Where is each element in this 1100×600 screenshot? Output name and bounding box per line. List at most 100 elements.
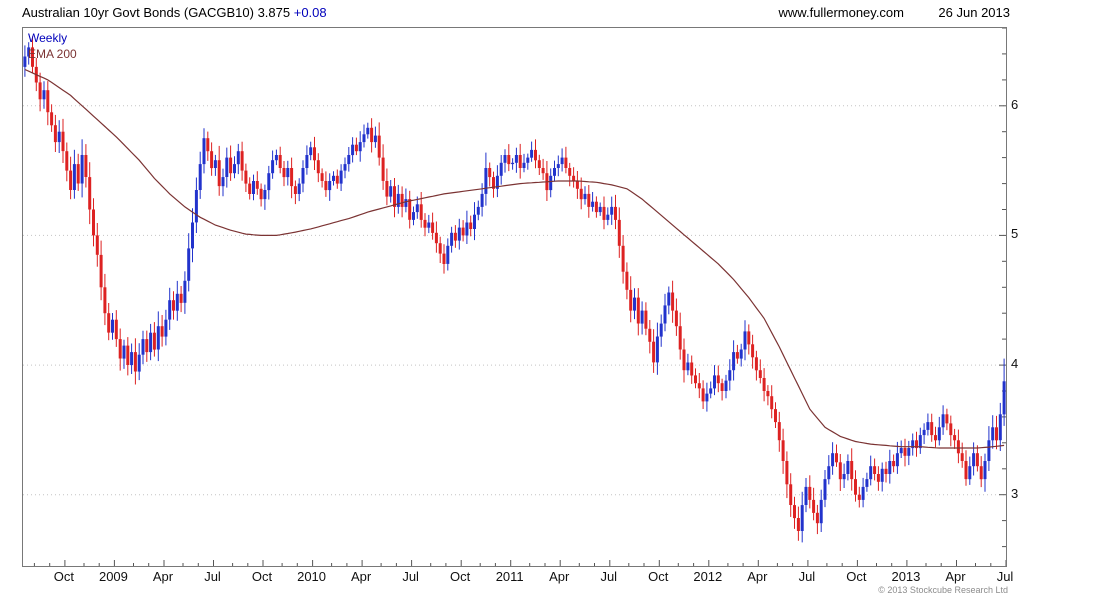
candle (332, 175, 335, 181)
candle (31, 47, 34, 67)
candle (412, 212, 415, 220)
candle (236, 151, 240, 165)
x-axis-label: Oct (251, 569, 273, 584)
candle (84, 155, 88, 177)
candle (625, 271, 629, 290)
candle (172, 300, 175, 311)
candle (438, 243, 442, 254)
x-axis-label: Apr (747, 569, 768, 584)
candle (206, 138, 210, 152)
candle (541, 168, 545, 174)
candle (396, 193, 400, 207)
candle (785, 461, 789, 485)
candle (747, 331, 751, 345)
candle (735, 352, 739, 359)
candle (686, 362, 690, 371)
candle (880, 468, 884, 482)
x-axis-label: Apr (945, 569, 966, 584)
candle (804, 486, 808, 505)
candle (568, 168, 572, 176)
candle (149, 332, 153, 353)
candle (23, 56, 27, 67)
candle (38, 82, 42, 100)
candle (633, 297, 636, 311)
candle (564, 157, 568, 168)
candle (61, 131, 65, 152)
candle (65, 151, 69, 171)
candle (697, 383, 701, 389)
candle (975, 453, 979, 467)
x-axis-label: Jul (204, 569, 221, 584)
candle (27, 47, 31, 57)
candle (526, 157, 530, 163)
candle (160, 326, 164, 337)
candle (301, 168, 305, 184)
candle (469, 222, 473, 229)
candle (579, 188, 583, 200)
candle (888, 461, 892, 474)
candle (758, 370, 762, 378)
candle (671, 292, 675, 311)
candle (659, 323, 663, 337)
candle (213, 160, 217, 168)
candle (297, 183, 301, 194)
candle (793, 505, 796, 519)
candle (347, 155, 351, 165)
candle (869, 466, 873, 480)
candle (305, 155, 309, 168)
candle (233, 164, 236, 174)
candle (549, 175, 553, 191)
candle (419, 204, 423, 220)
candle (495, 175, 499, 189)
candle (766, 391, 770, 397)
date-label: 26 Jun 2013 (938, 5, 1010, 20)
candle (107, 313, 111, 333)
candle (450, 232, 454, 246)
candle (713, 375, 716, 389)
candle (629, 289, 633, 311)
candle (781, 440, 785, 461)
candle (572, 175, 576, 181)
candle (389, 186, 393, 197)
candle (945, 414, 949, 424)
candle (476, 206, 480, 215)
candle (259, 188, 263, 200)
x-axis-label: Jul (798, 569, 816, 584)
candle (313, 147, 316, 161)
candle (591, 201, 595, 207)
candle (701, 388, 705, 402)
candle (941, 414, 945, 428)
candle (884, 468, 888, 474)
candle (678, 326, 682, 350)
candle (998, 414, 1002, 441)
candle (366, 127, 370, 135)
candle (286, 168, 290, 178)
candle (114, 319, 118, 340)
candle (152, 332, 156, 350)
x-axis-label: 2009 (98, 569, 128, 584)
candle (537, 160, 541, 168)
candle (949, 423, 953, 436)
candle (819, 499, 823, 524)
candle (644, 310, 648, 329)
candle (617, 219, 621, 246)
candle (309, 147, 313, 156)
candle (777, 422, 781, 441)
page-title: Australian 10yr Govt Bonds (GACGB10) (22, 5, 254, 20)
candle (815, 512, 819, 524)
candle (255, 181, 259, 189)
candle (191, 222, 194, 249)
candle (423, 219, 427, 228)
candle (99, 254, 103, 288)
candle (835, 453, 838, 463)
candle (903, 448, 907, 456)
candle (762, 378, 766, 391)
candle (484, 168, 488, 194)
candle (743, 331, 747, 350)
candle (72, 164, 76, 190)
candle (46, 90, 50, 113)
candle (145, 339, 149, 353)
candle (343, 164, 347, 171)
candlestick-plot (23, 28, 1006, 566)
candle (248, 183, 252, 194)
